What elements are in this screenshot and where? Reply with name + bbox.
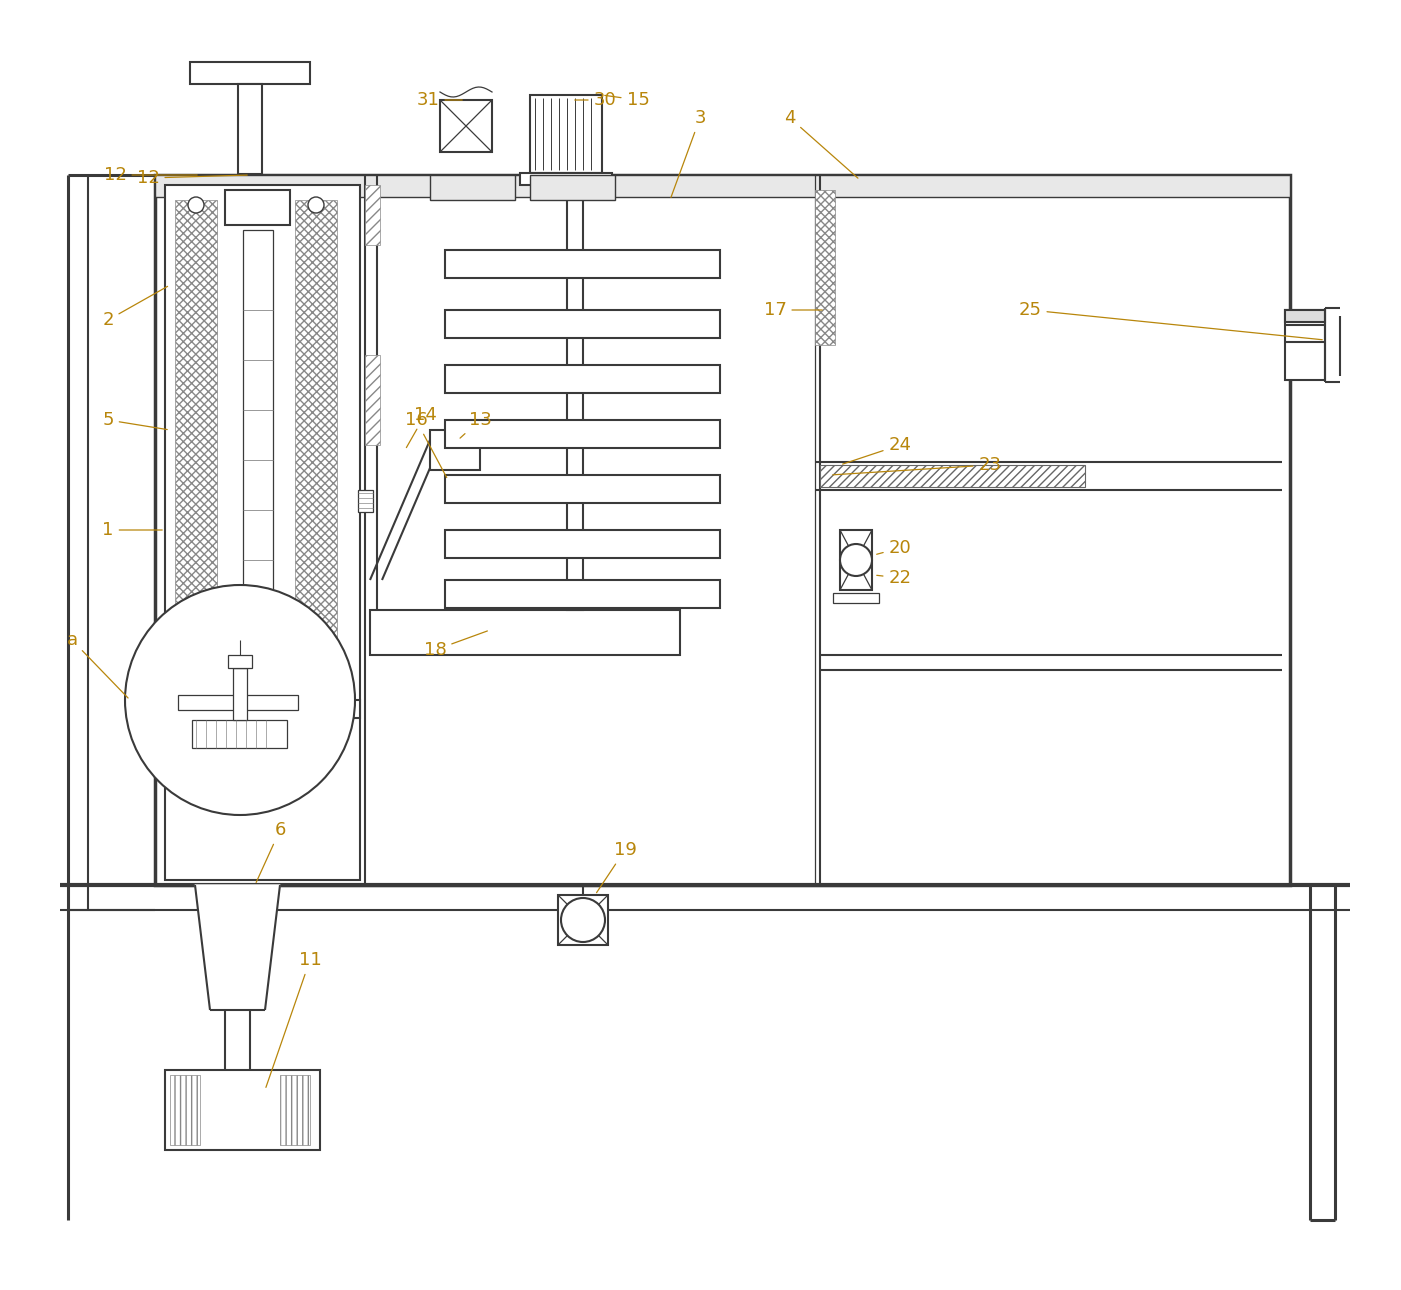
Bar	[280, 1075, 310, 1146]
Text: 25: 25	[1019, 301, 1323, 339]
Bar	[214, 748, 265, 768]
Bar	[156, 175, 1290, 197]
Bar	[567, 175, 583, 610]
Text: 15: 15	[605, 92, 650, 108]
Bar	[841, 530, 871, 590]
Bar	[226, 190, 290, 224]
Bar	[446, 310, 720, 338]
Bar	[430, 430, 481, 470]
Bar	[440, 101, 492, 152]
Circle shape	[308, 197, 324, 213]
Text: 4: 4	[785, 108, 857, 178]
Text: 2: 2	[102, 286, 168, 329]
Bar	[446, 250, 720, 279]
Bar	[191, 719, 290, 748]
Text: 12: 12	[136, 169, 247, 187]
Text: 5: 5	[102, 412, 167, 430]
Bar	[165, 700, 360, 719]
Text: 30: 30	[574, 92, 616, 108]
Text: 23: 23	[832, 455, 1002, 475]
Circle shape	[560, 898, 605, 942]
Bar	[446, 421, 720, 448]
Text: 1: 1	[102, 521, 163, 539]
Text: 18: 18	[423, 631, 488, 659]
Bar	[165, 184, 360, 880]
Text: 24: 24	[842, 436, 912, 464]
Bar	[820, 464, 1084, 488]
Bar	[191, 62, 310, 84]
Bar	[366, 355, 380, 445]
Bar	[165, 1069, 319, 1149]
Bar	[296, 200, 338, 740]
Bar	[170, 1075, 200, 1146]
Bar	[446, 475, 720, 503]
Bar	[228, 655, 252, 668]
Text: 20: 20	[877, 539, 912, 557]
Bar	[530, 175, 615, 200]
Text: 17: 17	[764, 301, 822, 319]
Bar	[1285, 310, 1325, 381]
Polygon shape	[195, 885, 280, 1010]
Circle shape	[188, 197, 205, 213]
Text: 22: 22	[877, 569, 912, 587]
Bar	[558, 895, 608, 946]
Bar	[1285, 310, 1325, 322]
Bar	[178, 695, 298, 710]
Bar	[192, 720, 287, 748]
Bar	[242, 230, 273, 700]
Circle shape	[841, 544, 871, 577]
Bar	[370, 610, 679, 655]
Bar	[446, 530, 720, 559]
Circle shape	[125, 584, 354, 815]
Bar	[359, 490, 373, 512]
Bar	[520, 173, 612, 184]
Text: 16: 16	[405, 412, 447, 477]
Text: 13: 13	[460, 412, 492, 439]
Text: 11: 11	[266, 951, 321, 1087]
Bar	[446, 580, 720, 608]
Bar	[175, 200, 217, 740]
Text: 31: 31	[416, 92, 462, 108]
Bar	[446, 365, 720, 393]
Bar	[238, 84, 262, 174]
Bar	[815, 190, 835, 344]
Bar	[366, 184, 380, 245]
Text: 12: 12	[104, 166, 198, 184]
Text: 19: 19	[597, 841, 636, 893]
Text: 14: 14	[406, 406, 437, 448]
Text: a: a	[66, 631, 127, 698]
Bar	[156, 175, 1290, 885]
Bar	[430, 175, 516, 200]
Bar	[530, 95, 602, 173]
Bar	[834, 593, 878, 602]
Text: 6: 6	[256, 820, 286, 882]
Text: 3: 3	[671, 108, 706, 197]
Bar	[233, 668, 247, 720]
